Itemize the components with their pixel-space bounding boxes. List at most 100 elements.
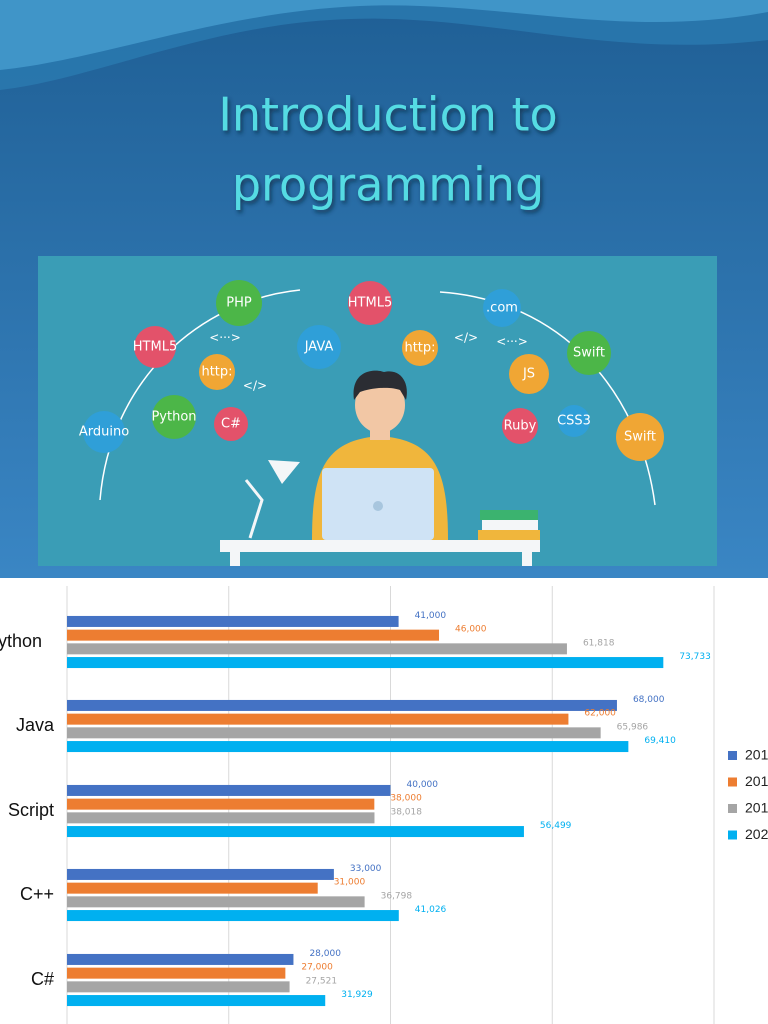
bubble-label: .com xyxy=(486,301,518,316)
bubble-label: http: xyxy=(404,341,435,356)
bubble-label: JS xyxy=(522,367,535,382)
value-label: 27,000 xyxy=(301,963,333,973)
bubble xyxy=(509,354,549,394)
book xyxy=(482,520,538,530)
bubble-label: JAVA xyxy=(304,340,334,355)
bubble xyxy=(297,325,341,369)
bubble xyxy=(483,289,521,327)
bar xyxy=(67,657,664,669)
bar xyxy=(67,629,440,641)
bar xyxy=(67,910,399,922)
category-label: C++ xyxy=(20,884,54,904)
title-line: programming xyxy=(232,158,544,212)
legend-label: 201 xyxy=(745,800,768,816)
value-label: 38,018 xyxy=(390,807,422,817)
bar xyxy=(67,826,524,838)
category-label: ython xyxy=(0,631,42,651)
legend-label: 201 xyxy=(745,773,768,789)
bubble-label: http: xyxy=(201,365,232,380)
bubble-label: Swift xyxy=(624,430,656,445)
bubble-label: PHP xyxy=(226,296,252,311)
value-label: 41,000 xyxy=(415,611,447,621)
legend-swatch xyxy=(728,804,737,813)
value-label: 56,499 xyxy=(540,821,572,831)
value-label: 33,000 xyxy=(350,864,382,874)
bubble xyxy=(152,395,196,439)
code-symbol: </> xyxy=(454,331,478,345)
bar xyxy=(67,798,375,810)
bubble xyxy=(348,281,392,325)
legend-swatch xyxy=(728,751,737,760)
lamp-head xyxy=(268,460,300,484)
category-label: Script xyxy=(8,800,54,820)
bubble xyxy=(199,354,235,390)
bubble-label: Swift xyxy=(573,346,605,361)
code-symbol: </> xyxy=(243,379,267,393)
bubble xyxy=(502,408,538,444)
value-label: 36,798 xyxy=(381,891,413,901)
value-label: 68,000 xyxy=(633,695,665,705)
legend-label: 202 xyxy=(745,826,768,842)
bar xyxy=(67,615,399,627)
value-label: 27,521 xyxy=(306,976,338,986)
bubble xyxy=(567,331,611,375)
bar xyxy=(67,643,567,655)
value-label: 62,000 xyxy=(584,709,616,719)
value-label: 40,000 xyxy=(407,780,439,790)
bar xyxy=(67,953,294,965)
category-label: Java xyxy=(16,715,55,735)
bubble-label: HTML5 xyxy=(133,340,177,355)
bar xyxy=(67,812,375,824)
bar xyxy=(67,896,365,908)
bar xyxy=(67,727,601,739)
bar xyxy=(67,981,290,993)
bubble-label: Arduino xyxy=(79,425,129,440)
code-symbol: <···> xyxy=(496,335,528,349)
legend-label: 201 xyxy=(745,747,768,763)
value-label: 28,000 xyxy=(309,949,341,959)
desk-leg xyxy=(522,552,532,566)
value-label: 73,733 xyxy=(679,652,711,662)
value-label: 38,000 xyxy=(390,794,422,804)
bubble-label: HTML5 xyxy=(348,296,392,311)
bubble-label: C# xyxy=(221,417,241,432)
laptop-logo xyxy=(373,501,383,511)
bubble xyxy=(214,407,248,441)
legend-swatch xyxy=(728,830,737,840)
bubble-label: Python xyxy=(151,410,196,425)
title-line: Introduction to xyxy=(218,88,557,142)
bubble xyxy=(558,405,590,437)
bar xyxy=(67,699,617,711)
bar xyxy=(67,882,318,894)
value-label: 46,000 xyxy=(455,625,487,635)
value-label: 31,929 xyxy=(341,990,373,1000)
book xyxy=(478,530,540,540)
bar xyxy=(67,995,326,1007)
bubble xyxy=(616,413,664,461)
bar xyxy=(67,967,286,979)
bubble xyxy=(216,280,262,326)
legend-swatch xyxy=(728,777,737,787)
desk-leg xyxy=(230,552,240,566)
bubble xyxy=(402,330,438,366)
bar xyxy=(67,868,334,880)
bubble xyxy=(134,326,176,368)
code-symbol: <···> xyxy=(209,331,241,345)
value-label: 65,986 xyxy=(617,722,649,732)
value-label: 41,026 xyxy=(415,905,447,915)
bar xyxy=(67,741,629,753)
category-label: C# xyxy=(31,969,54,989)
bar xyxy=(67,713,569,725)
desk xyxy=(220,540,540,552)
value-label: 31,000 xyxy=(334,878,366,888)
hair xyxy=(353,370,407,400)
value-label: 61,818 xyxy=(583,638,615,648)
lamp xyxy=(244,479,264,539)
bubble-label: CSS3 xyxy=(557,414,591,429)
bubble-label: Ruby xyxy=(504,419,537,434)
bar xyxy=(67,784,391,796)
head xyxy=(355,377,405,433)
book xyxy=(480,510,538,520)
